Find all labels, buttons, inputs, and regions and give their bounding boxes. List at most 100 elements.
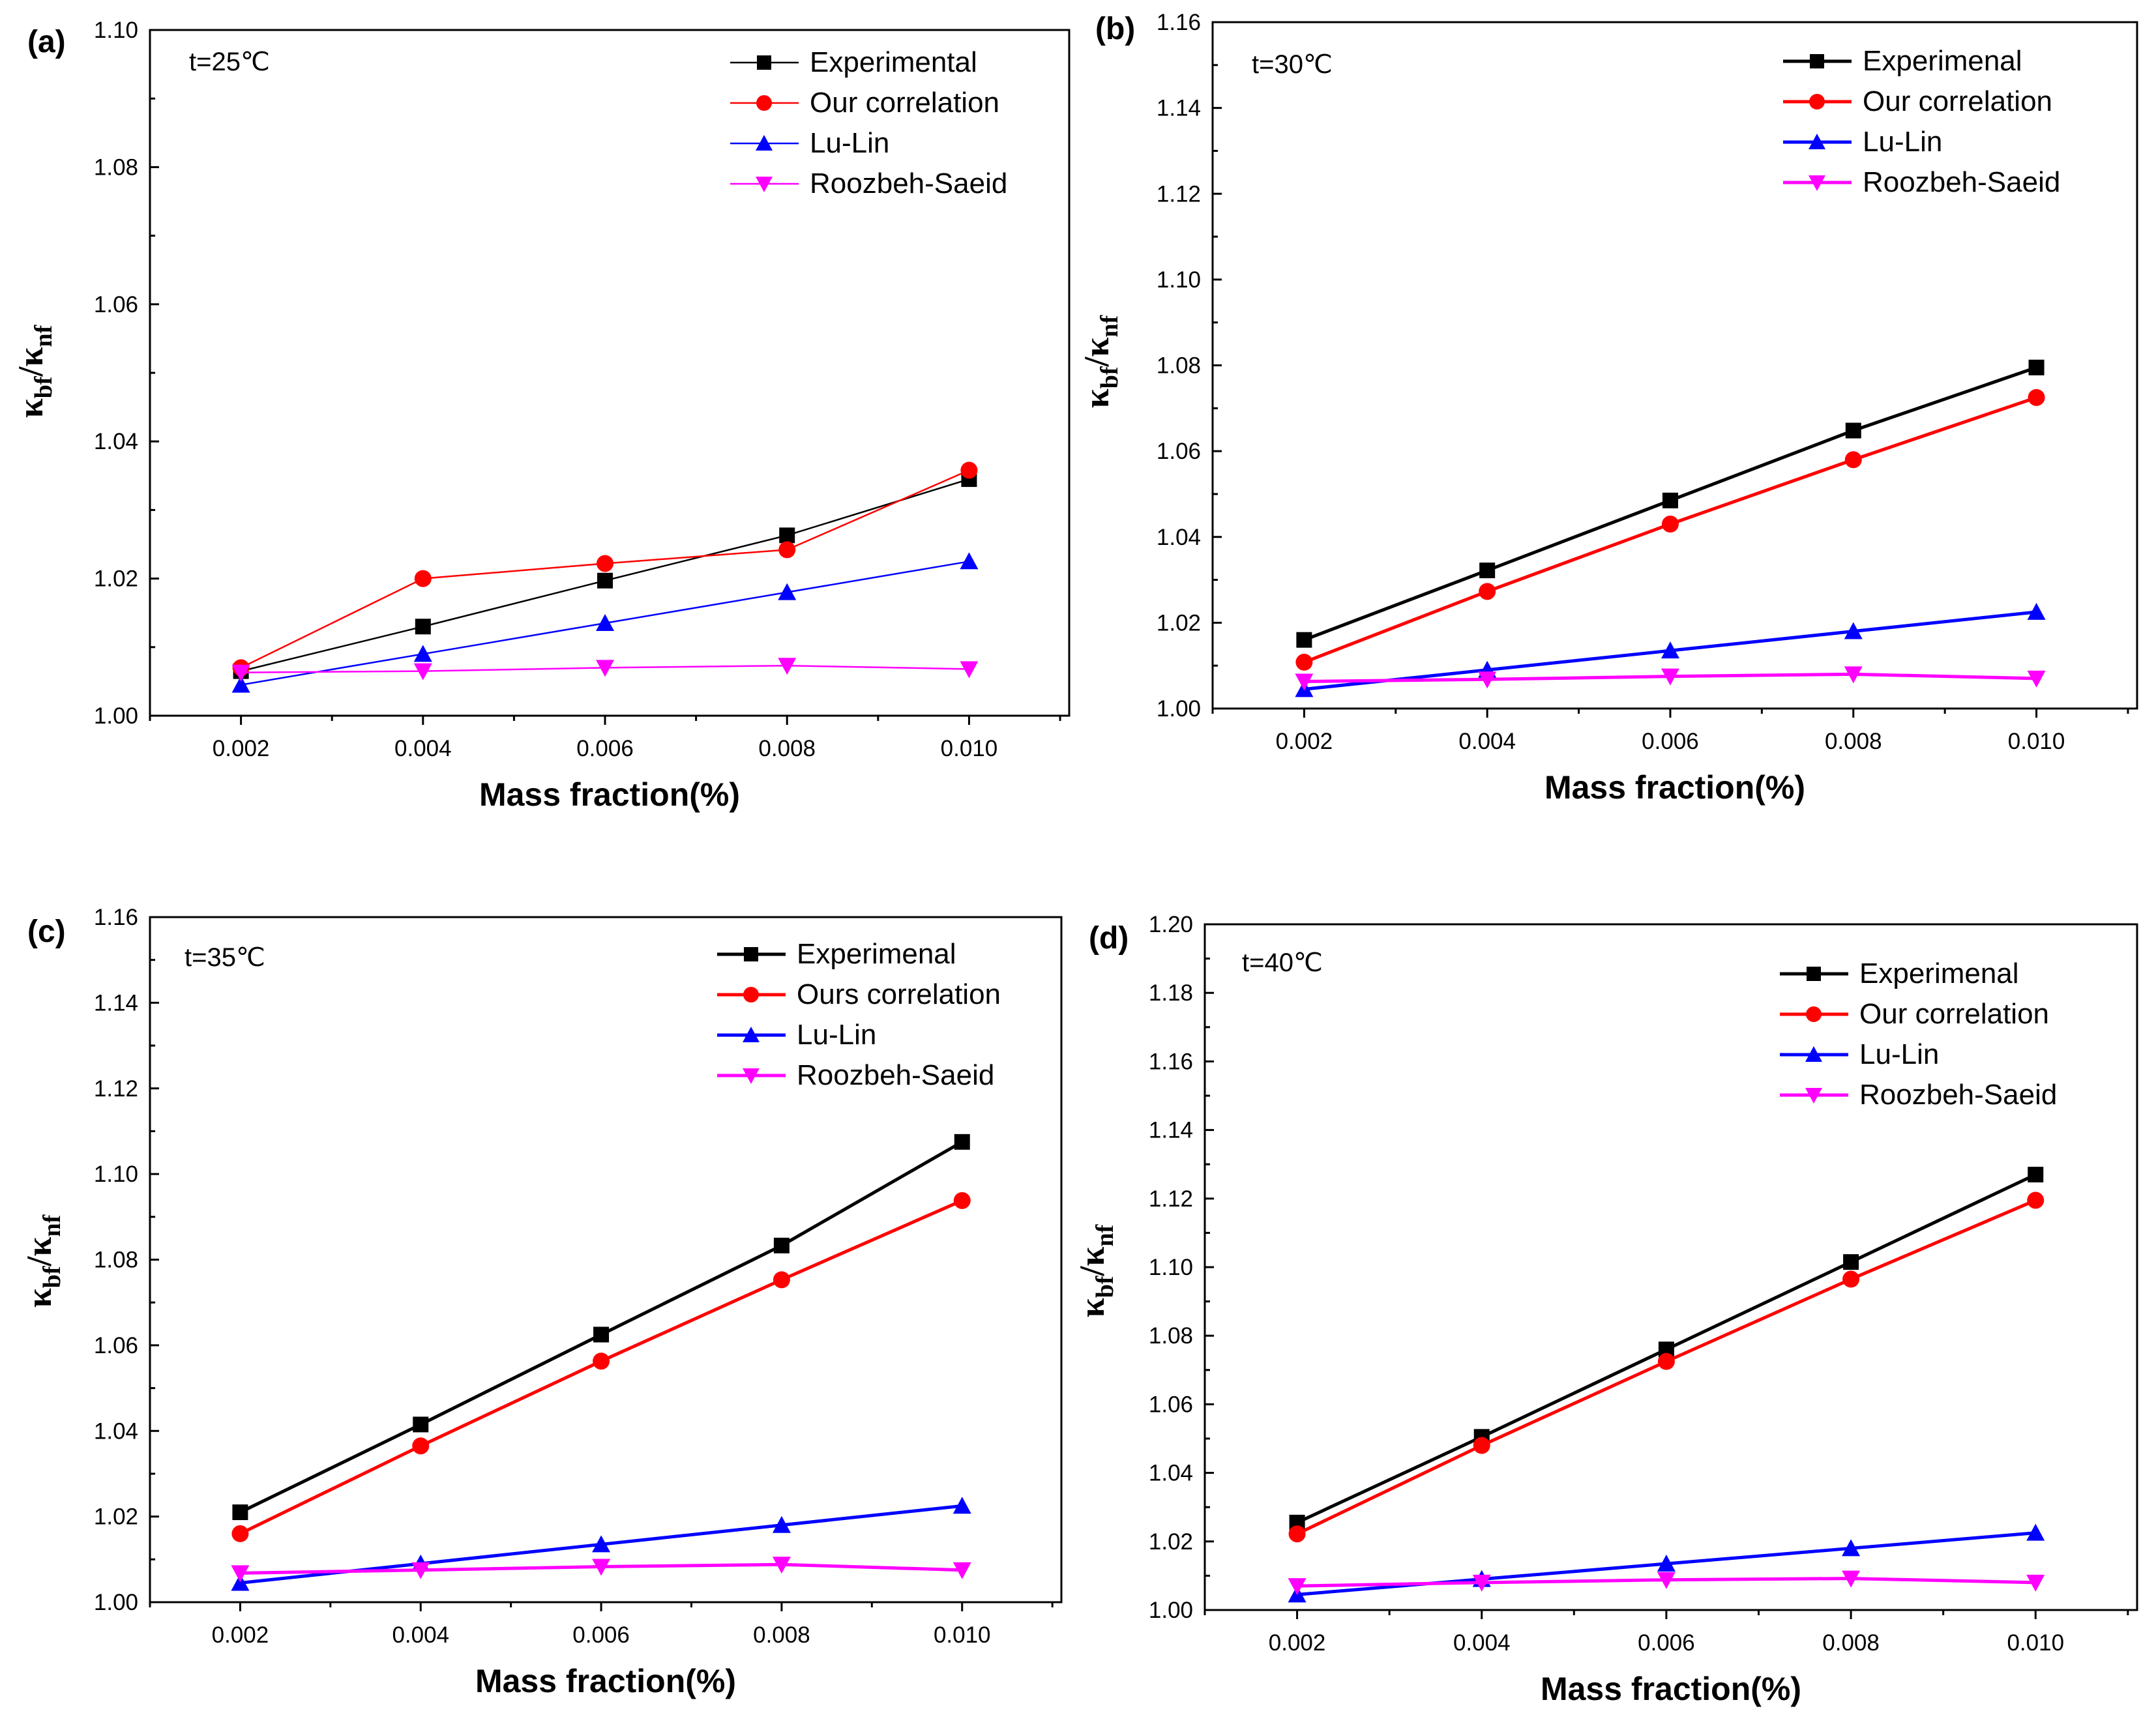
- data-point: [231, 1565, 250, 1583]
- temperature-annotation: t=25℃: [189, 48, 270, 76]
- x-tick-label: 0.002: [1269, 1630, 1326, 1656]
- data-point: [1842, 1270, 1860, 1288]
- temperature-annotation: t=30℃: [1252, 50, 1333, 79]
- y-tick-label: 1.04: [1157, 525, 1201, 550]
- legend-label: Experimental: [810, 46, 977, 78]
- series-our-correlation: [1295, 388, 2045, 671]
- x-tick-label: 0.006: [572, 1622, 630, 1648]
- data-point: [1478, 671, 1497, 689]
- x-axis-title: Mass fraction(%): [1544, 769, 1805, 806]
- legend: Experimenal Ours correlation Lu-Lin Roozbeh…: [717, 938, 1001, 1091]
- data-point: [778, 658, 797, 675]
- y-tick-label: 1.00: [1149, 1598, 1193, 1623]
- legend-marker: [1809, 134, 1825, 149]
- x-tick-label: 0.004: [392, 1622, 449, 1648]
- legend-item: Roozbeh-Saeid: [1783, 166, 2060, 198]
- x-tick-label: 0.006: [1642, 729, 1699, 754]
- data-point: [772, 1515, 791, 1533]
- data-point: [952, 1497, 971, 1514]
- legend-marker: [743, 1068, 760, 1084]
- data-point: [592, 1535, 611, 1553]
- panel-label: (b): [1095, 12, 1135, 46]
- series-our-correlation: [232, 461, 978, 677]
- y-tick-label: 1.04: [1149, 1461, 1193, 1486]
- y-tick-label: 1.06: [94, 292, 138, 317]
- data-point: [773, 1237, 790, 1253]
- legend-marker: [1809, 94, 1825, 110]
- legend-label: Experimenal: [1859, 958, 2019, 989]
- data-point: [1295, 673, 1314, 691]
- legend-marker: [1805, 1046, 1822, 1062]
- legend-item: Experimenal: [717, 938, 956, 970]
- legend-marker: [1806, 1006, 1822, 1022]
- y-tick-label: 1.00: [94, 1590, 138, 1615]
- data-point: [960, 552, 979, 570]
- x-axis-title: Mass fraction(%): [1541, 1671, 1801, 1707]
- y-tick-label: 1.10: [1149, 1255, 1193, 1280]
- series-lu-lin: [231, 1497, 971, 1591]
- data-point: [593, 1326, 610, 1343]
- y-tick-label: 1.04: [94, 429, 138, 454]
- data-point: [1842, 1539, 1861, 1557]
- panel-label: (a): [27, 25, 66, 59]
- data-point: [231, 1574, 250, 1591]
- x-tick-label: 0.010: [941, 736, 998, 761]
- y-tick-label: 1.08: [1157, 353, 1201, 379]
- y-tick-label: 1.02: [94, 1504, 138, 1530]
- legend-item: Lu-Lin: [1783, 126, 1942, 158]
- legend-marker: [1810, 54, 1824, 68]
- data-point: [960, 661, 979, 679]
- y-tick-label: 1.12: [94, 1076, 138, 1102]
- legend-item: Experimenal: [1783, 45, 2022, 77]
- data-point: [2027, 1192, 2045, 1209]
- data-point: [1657, 1554, 1676, 1572]
- x-tick-label: 0.004: [1453, 1630, 1511, 1656]
- y-axis-title: κbf/κnf: [1077, 314, 1123, 408]
- x-axis-title: Mass fraction(%): [475, 1663, 736, 1699]
- data-point: [412, 1437, 430, 1455]
- legend-marker: [757, 55, 771, 70]
- y-tick-label: 1.04: [94, 1418, 138, 1444]
- data-point: [1472, 1574, 1491, 1592]
- chart-panel-1: 1.00 1.02 1.04 1.06 1.08 1.10 0.002 0.004 0.006 0…: [11, 18, 1071, 813]
- legend-item: Lu-Lin: [1780, 1038, 1939, 1070]
- y-tick-label: 1.06: [1157, 439, 1201, 464]
- data-point: [1288, 1525, 1306, 1543]
- legend-item: Roozbeh-Saeid: [717, 1059, 994, 1091]
- x-tick-label: 0.010: [2008, 729, 2065, 754]
- data-point: [597, 555, 614, 572]
- series-experimenal: [232, 1134, 970, 1521]
- series-experimenal: [1296, 359, 2045, 648]
- x-tick-label: 0.002: [213, 736, 270, 761]
- data-point: [954, 1134, 970, 1150]
- legend-label: Our correlation: [810, 87, 999, 119]
- y-tick-label: 1.10: [94, 1162, 138, 1187]
- data-point: [411, 1562, 430, 1579]
- y-tick-label: 1.10: [1157, 267, 1201, 293]
- legend: Experimenal Our correlation Lu-Lin Roozbeh-…: [1780, 958, 2057, 1111]
- data-point: [597, 572, 613, 589]
- data-point: [1844, 451, 1862, 469]
- series-roozbeh-saeid: [1295, 666, 2046, 691]
- data-point: [231, 664, 250, 682]
- legend-item: Our correlation: [1780, 998, 2049, 1030]
- plot-frame: [1211, 21, 2138, 710]
- data-point: [2027, 602, 2046, 620]
- chart-panel-2: 1.00 1.02 1.04 1.06 1.08 1.10 1.12 1.14 1.16 0.00…: [1077, 10, 2138, 806]
- y-tick-label: 1.12: [1157, 181, 1201, 207]
- data-point: [779, 527, 795, 544]
- y-tick-label: 1.02: [94, 566, 138, 592]
- y-tick-label: 1.20: [1149, 912, 1193, 937]
- plot-frame: [149, 916, 1063, 1603]
- data-point: [413, 1416, 429, 1433]
- data-point: [2028, 1166, 2044, 1182]
- panel-label: (c): [27, 915, 66, 949]
- data-point: [960, 461, 978, 479]
- data-point: [413, 645, 432, 662]
- x-tick-label: 0.010: [2007, 1630, 2064, 1656]
- y-tick-label: 1.14: [94, 990, 138, 1016]
- legend-label: Roozbeh-Saeid: [1863, 166, 2060, 198]
- x-tick-label: 0.004: [1458, 729, 1516, 754]
- data-point: [2028, 359, 2045, 375]
- chart-panel-4: 1.00 1.02 1.04 1.06 1.08 1.10 1.12 1.14 1.16 1.18…: [1072, 912, 2138, 1707]
